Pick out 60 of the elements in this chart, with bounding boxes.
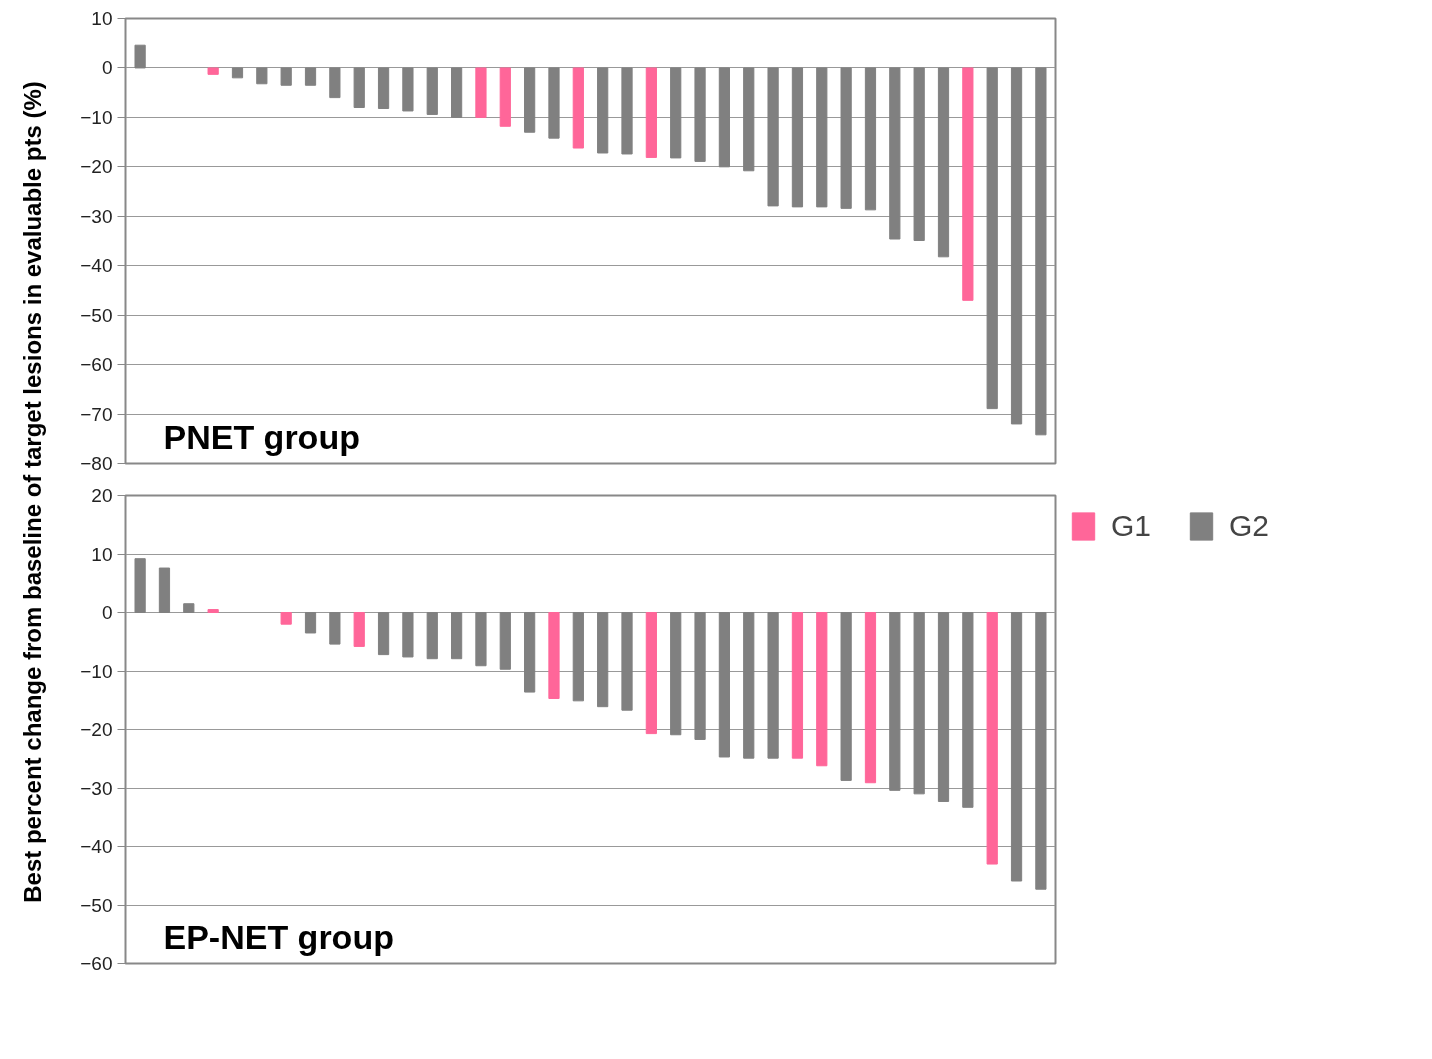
bar bbox=[1010, 612, 1023, 882]
y-tick-label: −60 bbox=[80, 953, 113, 974]
annotation: PNET group bbox=[163, 417, 360, 456]
bar bbox=[816, 612, 828, 767]
y-tick-label: −60 bbox=[80, 354, 113, 376]
y-tick-label: 10 bbox=[91, 8, 113, 29]
y-tick-label: 0 bbox=[101, 602, 113, 623]
bar bbox=[791, 612, 804, 759]
legend-label: G1 bbox=[1111, 509, 1152, 543]
y-tick-label: −70 bbox=[80, 403, 113, 425]
bar bbox=[718, 612, 731, 758]
bar bbox=[767, 612, 779, 759]
y-tick-label: −40 bbox=[80, 836, 113, 857]
bar bbox=[1035, 612, 1047, 890]
y-tick-label: −10 bbox=[80, 106, 113, 128]
bar bbox=[426, 612, 438, 660]
bar bbox=[864, 612, 877, 784]
y-tick-label: 0 bbox=[101, 57, 113, 79]
bar bbox=[524, 612, 536, 693]
bar bbox=[913, 612, 925, 795]
bar bbox=[450, 612, 463, 660]
bar bbox=[694, 612, 706, 740]
y-axis-title: Best percent change from baseline of target lesions in evaluable pts (%) bbox=[19, 81, 46, 903]
bar bbox=[840, 612, 852, 781]
bar bbox=[937, 612, 950, 802]
bar bbox=[353, 612, 365, 647]
bar bbox=[743, 612, 755, 759]
bar bbox=[329, 612, 341, 645]
y-tick-label: 10 bbox=[91, 543, 113, 565]
bar bbox=[280, 612, 292, 625]
y-tick-label: −10 bbox=[80, 660, 113, 682]
bar bbox=[670, 612, 682, 736]
bar bbox=[572, 612, 584, 702]
legend-label: G2 bbox=[1229, 509, 1270, 543]
y-tick-label: −20 bbox=[80, 719, 113, 740]
bar bbox=[986, 612, 998, 865]
bar bbox=[377, 612, 390, 656]
y-tick-label: −30 bbox=[80, 205, 113, 227]
y-tick-label: −80 bbox=[80, 453, 113, 474]
bar bbox=[889, 612, 901, 791]
bar bbox=[548, 612, 560, 699]
bar bbox=[645, 612, 657, 735]
y-tick-label: −30 bbox=[80, 777, 113, 799]
bar bbox=[304, 612, 317, 634]
y-tick-label: −40 bbox=[80, 255, 113, 277]
bar bbox=[597, 612, 609, 708]
y-tick-label: 20 bbox=[91, 485, 113, 506]
bar bbox=[621, 612, 633, 711]
y-tick-label: −20 bbox=[80, 156, 113, 178]
y-tick-label: −50 bbox=[80, 304, 113, 326]
bar bbox=[962, 612, 974, 808]
y-tick-label: −50 bbox=[80, 894, 113, 916]
bar bbox=[402, 612, 414, 658]
bar bbox=[499, 612, 511, 670]
bar bbox=[207, 609, 219, 613]
bar bbox=[134, 558, 146, 613]
bar bbox=[158, 567, 171, 613]
bar bbox=[183, 603, 195, 613]
annotation: EP-NET group bbox=[163, 917, 394, 956]
bar bbox=[475, 612, 487, 667]
